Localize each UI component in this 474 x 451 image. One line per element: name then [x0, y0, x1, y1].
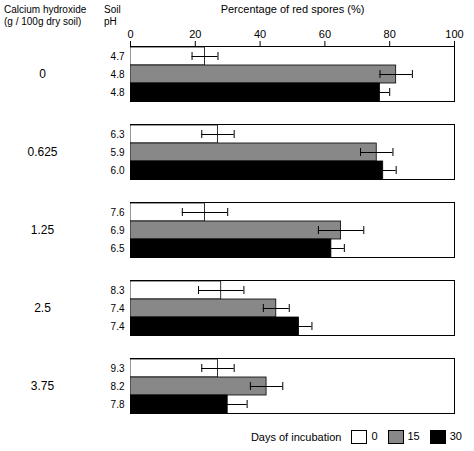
svg-text:60: 60	[319, 28, 331, 40]
html-text:30: 30	[449, 430, 462, 442]
svg-text:7.4: 7.4	[111, 321, 125, 332]
svg-text:80: 80	[384, 28, 396, 40]
svg-text:7.4: 7.4	[111, 303, 125, 314]
svg-text:4.8: 4.8	[111, 69, 125, 80]
svg-text:40: 40	[254, 28, 266, 40]
svg-text:3.75: 3.75	[31, 379, 55, 393]
svg-text:Percentage of red spores (%): Percentage of red spores (%)	[221, 3, 365, 15]
svg-text:6.0: 6.0	[111, 165, 125, 176]
svg-text:0: 0	[127, 28, 133, 40]
svg-text:100: 100	[445, 28, 463, 40]
svg-text:6.9: 6.9	[111, 225, 125, 236]
svg-text:0: 0	[39, 67, 46, 81]
svg-text:2.5: 2.5	[34, 301, 51, 315]
svg-text:0.625: 0.625	[27, 145, 57, 159]
svg-text:4.8: 4.8	[111, 87, 125, 98]
svg-text:7.8: 7.8	[111, 399, 125, 410]
svg-text:6.3: 6.3	[111, 129, 125, 140]
svg-text:4.7: 4.7	[111, 51, 125, 62]
svg-text:8.3: 8.3	[111, 285, 125, 296]
html-text:15: 15	[407, 430, 420, 442]
svg-text:20: 20	[189, 28, 201, 40]
html-text:Soil: Soil	[104, 4, 121, 15]
html-text:(g / 100g dry soil): (g / 100g dry soil)	[4, 16, 82, 27]
svg-text:6.5: 6.5	[111, 243, 125, 254]
svg-text:1.25: 1.25	[31, 223, 55, 237]
svg-text:8.2: 8.2	[111, 381, 125, 392]
svg-text:7.6: 7.6	[111, 207, 125, 218]
html-text:Calcium hydroxide: Calcium hydroxide	[4, 4, 87, 15]
html-text:Days of incubation: Days of incubation	[250, 431, 342, 443]
svg-text:9.3: 9.3	[111, 363, 125, 374]
html-text:pH: pH	[104, 16, 117, 27]
svg-text:5.9: 5.9	[111, 147, 125, 158]
html-text:0: 0	[371, 430, 378, 442]
